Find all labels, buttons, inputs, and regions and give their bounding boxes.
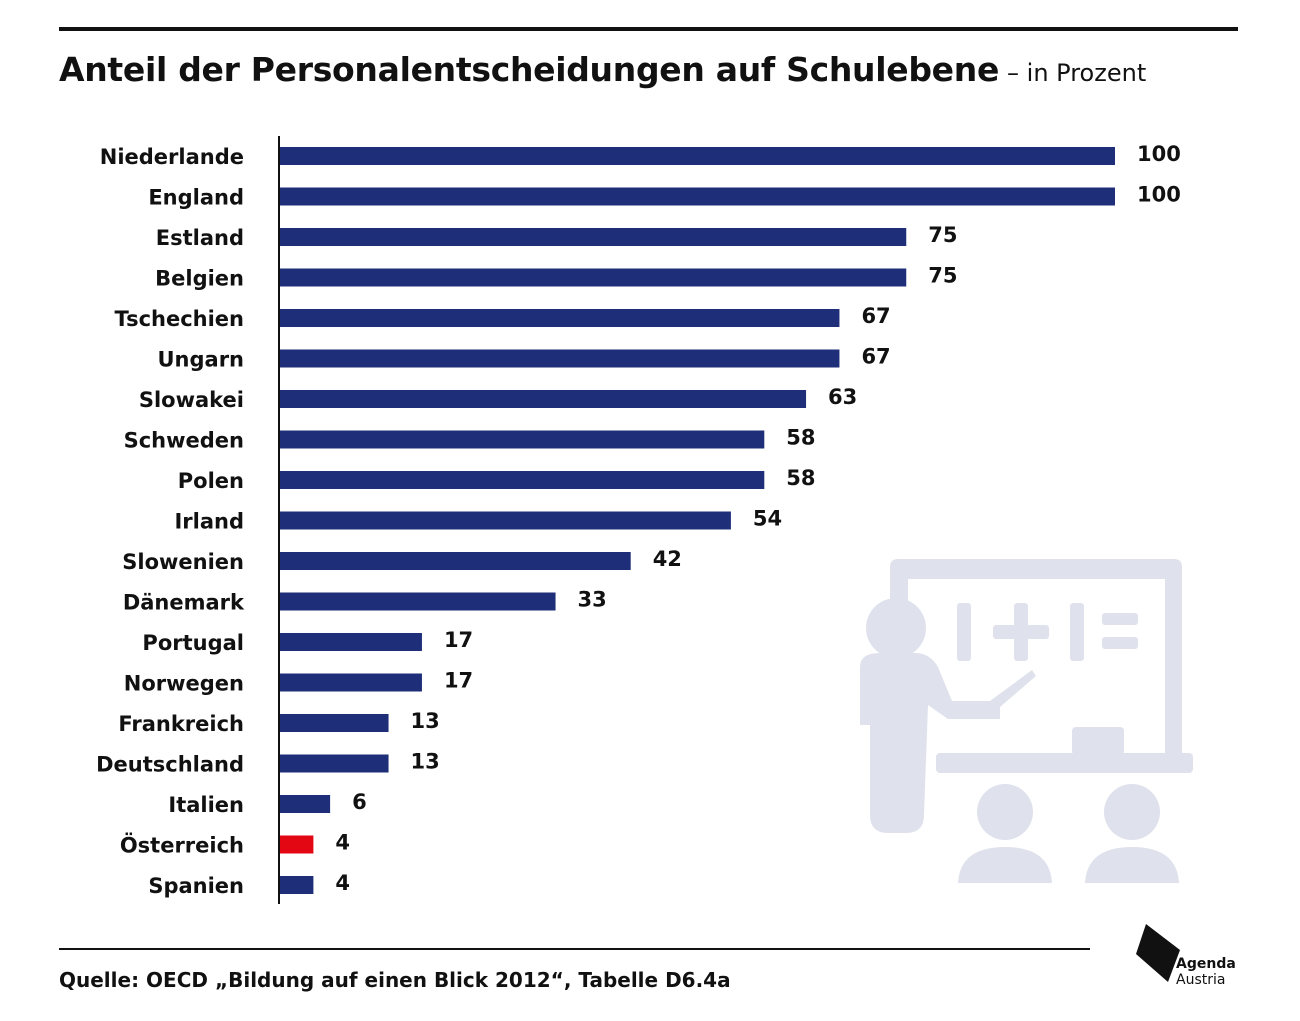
- country-label--sterreich: Österreich: [120, 833, 244, 858]
- bar-d-nemark: [280, 592, 556, 611]
- bar-spanien: [280, 876, 314, 894]
- country-label-slowakei: Slowakei: [139, 388, 244, 412]
- country-label-estland: Estland: [156, 226, 244, 250]
- country-label-schweden: Schweden: [124, 429, 244, 453]
- value-label-polen: 58: [786, 466, 815, 490]
- bar-estland: [280, 228, 907, 246]
- bar-chart: Niederlande England Estland Belgien Tschechi…: [96, 136, 1181, 904]
- country-label-tschechien: Tschechien: [115, 307, 244, 331]
- value-label-tschechien: 67: [861, 304, 890, 328]
- title-unit: – in Prozent: [1007, 59, 1147, 87]
- value-label-schweden: 58: [786, 426, 815, 450]
- source-note: Quelle: OECD „Bildung auf einen Blick 20…: [59, 968, 731, 992]
- top-rule: [59, 27, 1238, 31]
- value-label-d-nemark: 33: [578, 588, 607, 612]
- bar-belgien: [280, 268, 907, 287]
- value-label-irland: 54: [753, 507, 782, 531]
- value-label-italien: 6: [352, 790, 367, 814]
- bar-ungarn: [280, 349, 840, 368]
- country-label-belgien: Belgien: [155, 267, 244, 291]
- bar-slowakei: [280, 390, 807, 408]
- bar--sterreich: [280, 835, 314, 854]
- country-label-italien: Italien: [168, 793, 244, 817]
- chart-title: Anteil der Personalentscheidungen auf Sc…: [59, 50, 1259, 89]
- country-label-d-nemark: Dänemark: [123, 591, 245, 615]
- bar-italien: [280, 795, 331, 813]
- value-label-slowakei: 63: [828, 385, 857, 409]
- logo-line-2: Austria: [1176, 972, 1226, 988]
- value-label-england: 100: [1137, 183, 1181, 207]
- value-label-spanien: 4: [335, 871, 350, 895]
- bar-irland: [280, 511, 731, 530]
- country-labels: Niederlande England Estland Belgien Tschechi…: [96, 145, 245, 898]
- country-label-slowenien: Slowenien: [122, 550, 244, 574]
- title-main: Anteil der Personalentscheidungen auf Sc…: [59, 50, 1000, 89]
- country-label-polen: Polen: [178, 469, 244, 493]
- value-label-belgien: 75: [928, 264, 957, 288]
- bar-portugal: [280, 633, 422, 651]
- bar-england: [280, 187, 1115, 206]
- logo-mark-icon: [1136, 924, 1180, 982]
- value-label-frankreich: 13: [411, 709, 440, 733]
- bar-tschechien: [280, 309, 840, 327]
- bar-schweden: [280, 430, 765, 449]
- value-label-deutschland: 13: [411, 750, 440, 774]
- bar-polen: [280, 471, 765, 489]
- teacher-at-board-icon: [860, 559, 1193, 883]
- bar-norwegen: [280, 673, 422, 692]
- country-label-niederlande: Niederlande: [100, 145, 244, 169]
- bar-deutschland: [280, 754, 389, 773]
- value-label-ungarn: 67: [861, 345, 890, 369]
- bar-frankreich: [280, 714, 389, 732]
- country-label-frankreich: Frankreich: [118, 712, 244, 736]
- country-label-england: England: [148, 186, 244, 210]
- country-label-ungarn: Ungarn: [157, 348, 244, 372]
- bar-niederlande: [280, 147, 1115, 165]
- country-label-norwegen: Norwegen: [124, 672, 244, 696]
- value-label-norwegen: 17: [444, 669, 473, 693]
- country-label-deutschland: Deutschland: [96, 753, 244, 777]
- country-label-spanien: Spanien: [148, 874, 244, 898]
- value-label-estland: 75: [928, 223, 957, 247]
- agenda-austria-logo: Agenda Austria: [1134, 924, 1244, 994]
- bottom-rule: [59, 948, 1090, 950]
- country-label-portugal: Portugal: [142, 631, 244, 655]
- value-label-niederlande: 100: [1137, 142, 1181, 166]
- bars: [280, 147, 1115, 894]
- bar-slowenien: [280, 552, 631, 570]
- country-label-irland: Irland: [174, 510, 244, 534]
- value-label-portugal: 17: [444, 628, 473, 652]
- logo-line-1: Agenda: [1176, 956, 1236, 972]
- value-label-slowenien: 42: [653, 547, 682, 571]
- value-label--sterreich: 4: [335, 831, 350, 855]
